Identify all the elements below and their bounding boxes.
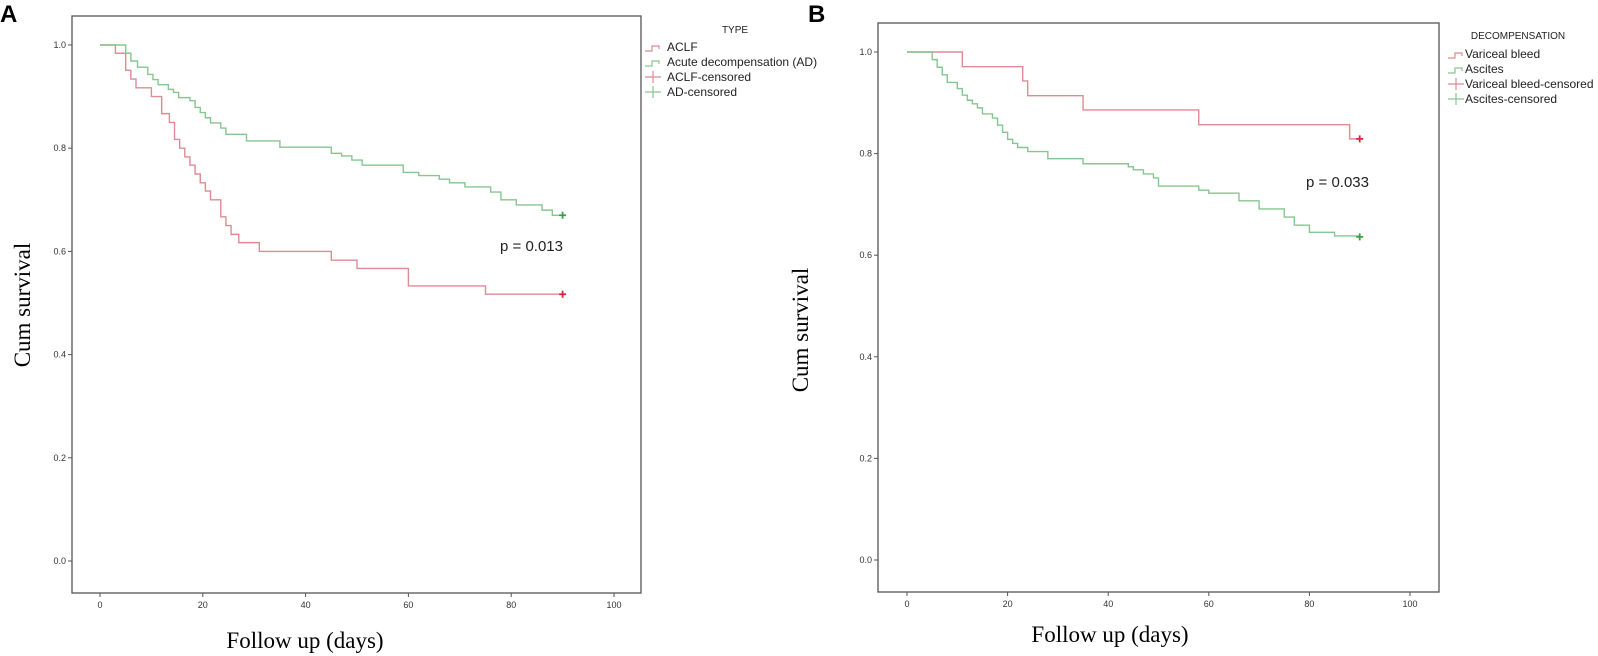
panel-label: A bbox=[0, 1, 17, 28]
x-tick-label: 80 bbox=[506, 600, 516, 610]
plot-frame bbox=[71, 15, 642, 594]
legend-label: Variceal bleed-censored bbox=[1465, 77, 1594, 91]
y-axis-title: Cum survival bbox=[788, 268, 813, 393]
legend-step-icon bbox=[1448, 52, 1463, 59]
x-tick-label: 40 bbox=[1103, 599, 1113, 609]
x-tick-label: 0 bbox=[904, 599, 909, 609]
plot-frame bbox=[877, 22, 1440, 593]
x-tick-label: 0 bbox=[97, 600, 102, 610]
x-tick-label: 40 bbox=[301, 600, 311, 610]
x-tick-label: 60 bbox=[1204, 599, 1214, 609]
survival-curve-green bbox=[907, 51, 1361, 237]
legend-step-icon bbox=[645, 45, 660, 52]
legend-label: Ascites-censored bbox=[1465, 92, 1557, 106]
y-tick-label: 0.8 bbox=[859, 149, 872, 159]
legend-censor-icon bbox=[645, 86, 661, 98]
x-axis-title: Follow up (days) bbox=[1031, 622, 1188, 647]
survival-curve-green bbox=[100, 44, 563, 216]
y-tick-label: 0.4 bbox=[53, 350, 66, 360]
legend-label: ACLF-censored bbox=[667, 70, 751, 84]
y-tick-label: 0.0 bbox=[859, 555, 872, 565]
y-axis-title: Cum survival bbox=[10, 243, 35, 368]
p-value-annotation: p = 0.033 bbox=[1306, 174, 1369, 191]
y-tick-label: 0.0 bbox=[53, 556, 66, 566]
censor-mark bbox=[559, 290, 567, 298]
p-value-annotation: p = 0.013 bbox=[500, 238, 563, 255]
panel-b: B Cum survival Follow up (days) p = 0.03… bbox=[788, 1, 1594, 647]
x-tick-label: 20 bbox=[1003, 599, 1013, 609]
survival-curve-red bbox=[100, 44, 563, 295]
legend-label: Ascites bbox=[1465, 62, 1504, 76]
legend-title: DECOMPENSATION bbox=[1471, 31, 1565, 42]
x-axis-title: Follow up (days) bbox=[226, 628, 383, 653]
x-tick-label: 80 bbox=[1304, 599, 1314, 609]
legend-censor-icon bbox=[1448, 78, 1464, 90]
y-tick-label: 0.8 bbox=[53, 143, 66, 153]
legend-censor-icon bbox=[645, 71, 661, 83]
y-tick-label: 0.6 bbox=[859, 250, 872, 260]
x-tick-label: 60 bbox=[403, 600, 413, 610]
y-tick-label: 1.0 bbox=[53, 40, 66, 50]
panel-label: B bbox=[808, 1, 825, 28]
legend-step-icon bbox=[1448, 67, 1463, 74]
legend-censor-icon bbox=[1448, 93, 1464, 105]
legend-label: Acute decompensation (AD) bbox=[667, 55, 817, 69]
legend-label: Variceal bleed bbox=[1465, 47, 1540, 61]
legend-title: TYPE bbox=[722, 25, 748, 36]
y-tick-label: 0.2 bbox=[53, 453, 66, 463]
y-tick-label: 0.4 bbox=[859, 352, 872, 362]
censor-mark bbox=[1356, 233, 1364, 241]
censor-mark bbox=[1356, 135, 1364, 143]
censor-mark bbox=[559, 211, 567, 219]
x-tick-label: 100 bbox=[606, 600, 621, 610]
y-tick-label: 0.2 bbox=[859, 453, 872, 463]
legend-step-icon bbox=[645, 60, 660, 67]
panel-a: A Cum survival Follow up (days) p = 0.01… bbox=[0, 1, 817, 653]
y-tick-label: 1.0 bbox=[859, 47, 872, 57]
survival-curve-red bbox=[907, 51, 1360, 140]
y-tick-label: 0.6 bbox=[53, 246, 66, 256]
legend-label: ACLF bbox=[667, 40, 698, 54]
legend-label: AD-censored bbox=[667, 85, 737, 99]
x-tick-label: 100 bbox=[1402, 599, 1417, 609]
x-tick-label: 20 bbox=[198, 600, 208, 610]
